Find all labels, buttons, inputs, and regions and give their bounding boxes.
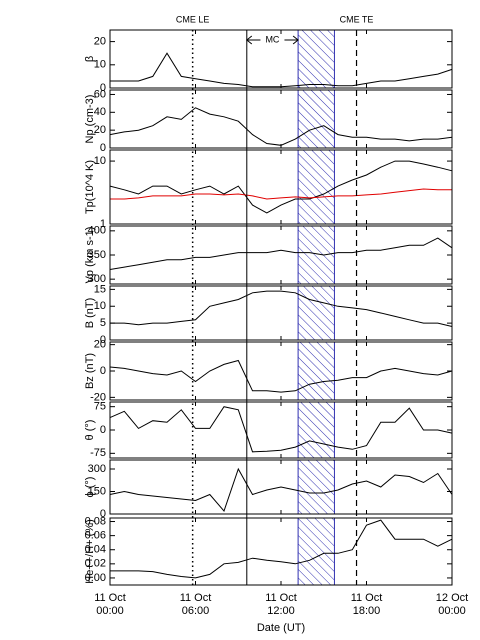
y-tick-label: 40 [94,106,106,118]
y-tick-label: 10 [94,155,106,167]
y-axis-label: θ (°) [84,420,96,441]
y-tick-label: -75 [90,447,106,459]
panel-frame [109,341,453,401]
y-tick-label: 0 [100,82,106,94]
mc-arrowhead [245,35,253,45]
y-tick-label: 5 [100,317,106,329]
y-axis-label: Vp (km s-1) [84,227,96,284]
series-line [109,467,453,512]
y-axis-label: β [84,56,96,62]
panel-frame [109,149,453,225]
hatch-region [298,460,335,514]
series-line [109,406,453,453]
y-tick-label: 0 [100,424,106,436]
panel-frame [109,285,453,341]
y-tick-label: 0.00 [85,572,106,584]
x-tick-label: 11 Oct 12:00 [265,592,297,617]
y-tick-label: -20 [90,391,106,403]
series-line [109,107,453,146]
y-tick-label: 0 [100,508,106,520]
y-tick-label: 400 [88,225,106,237]
hatch-region [298,150,335,224]
y-axis-label: Bz (nT) [84,353,96,389]
series-line [110,519,453,579]
y-tick-label: 75 [94,401,106,413]
y-axis-label: Tp(10^4 K) [84,160,96,214]
y-tick-label: 0.08 [85,515,106,527]
y-tick-label: 0 [100,334,106,346]
y-tick-label: 0 [100,365,106,377]
x-tick-label: 11 Oct 18:00 [351,592,383,617]
hatch-region [298,518,335,585]
y-tick-label: 20 [94,124,106,136]
y-tick-label: 0.06 [85,530,106,542]
x-axis-label: Date (UT) [257,622,305,634]
cme-te-label: CME TE [340,14,374,24]
cme-le-label: CME LE [176,14,210,24]
y-tick-label: 300 [88,463,106,475]
hatch-region [298,402,335,458]
y-tick-label: 0.02 [85,558,106,570]
y-axis-label: Np (cm-3) [84,95,96,144]
hatch-region [298,342,335,400]
x-tick-label: 12 Oct 00:00 [436,592,468,617]
series-line [110,290,453,327]
y-tick-label: 20 [94,36,106,48]
panel-frame [109,401,453,459]
y-tick-label: 60 [94,88,106,100]
y-tick-label: 350 [88,249,106,261]
panel-frame [109,89,453,149]
y-tick-label: 15 [94,283,106,295]
x-tick-label: 11 Oct 06:00 [180,592,212,617]
hatch-region [298,90,335,148]
hatch-region [298,30,335,88]
mc-arrowhead [292,35,299,45]
x-tick-label: 11 Oct 00:00 [94,592,126,617]
mc-label: MC [265,34,279,44]
hatch-region [298,286,335,340]
y-tick-label: 10 [94,300,106,312]
y-tick-label: 10 [94,59,106,71]
series-line [110,188,452,200]
panel-frame [109,517,453,586]
y-axis-label: ϕ (°) [84,477,96,498]
panel-frame [109,225,453,285]
y-tick-label: 150 [88,485,106,497]
hatch-region [298,226,335,284]
y-axis-label: B (nT) [84,298,96,329]
y-tick-label: 0 [100,142,106,154]
y-tick-label: 1 [100,218,106,230]
panel-frame [109,459,453,515]
y-tick-label: 0.04 [85,544,106,556]
y-axis-label: He++/H+ (%) [84,519,96,584]
series-line [109,237,453,270]
series-line [109,160,453,214]
y-tick-label: 20 [94,339,106,351]
series-line [110,52,453,88]
y-tick-label: 300 [88,273,106,285]
series-line [109,359,453,393]
panel-frame [109,29,453,89]
